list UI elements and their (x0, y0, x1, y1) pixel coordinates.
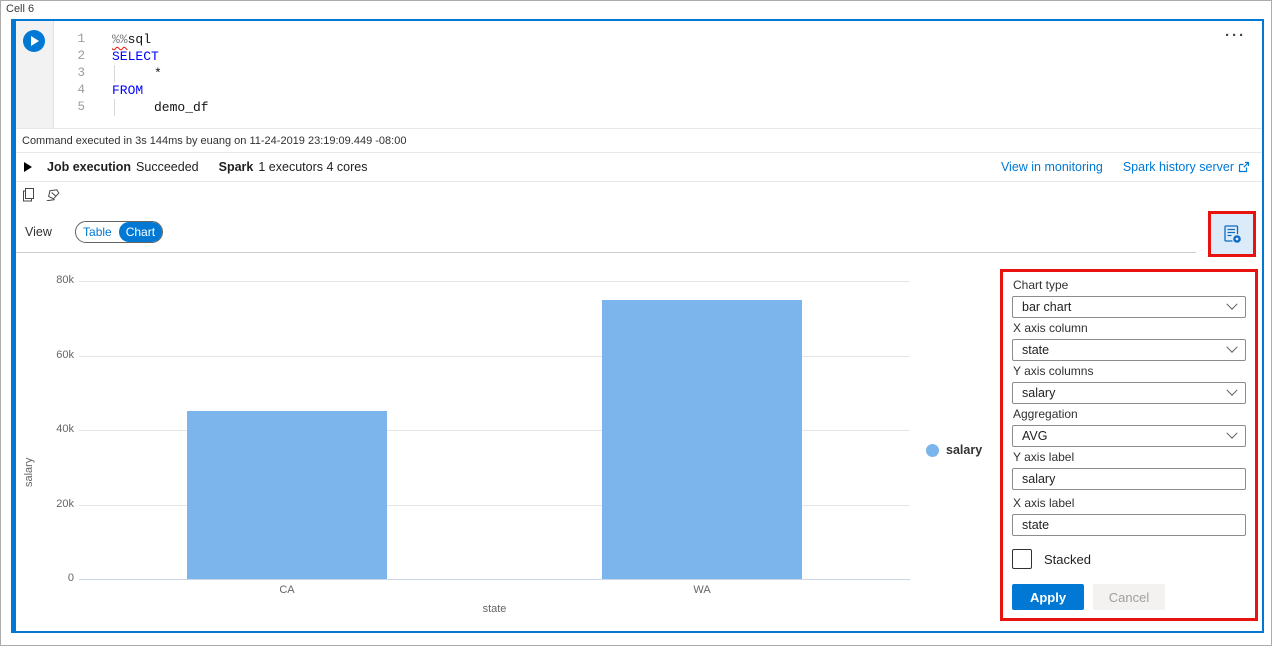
view-label: View (25, 225, 52, 239)
chart-config-panel: Chart type bar chart X axis column state Y a… (1000, 269, 1258, 621)
y-tick-label: 60k (56, 349, 74, 361)
line-numbers: 1 2 3 4 5 (55, 31, 85, 116)
gridline (79, 281, 910, 282)
from-keyword: FROM (112, 83, 144, 98)
chevron-down-icon (1226, 384, 1238, 396)
x-tick-label: CA (279, 584, 295, 596)
cell-title: Cell 6 (6, 3, 35, 15)
code-content[interactable]: %%sql SELECT * FROM demo_df (112, 31, 209, 116)
bar-CA (187, 411, 387, 579)
aggregation-select[interactable]: AVG (1012, 425, 1246, 447)
gridline (79, 505, 910, 506)
y-tick-label: 20k (56, 498, 74, 510)
y-axis-columns-select[interactable]: salary (1012, 382, 1246, 404)
spark-history-server-link[interactable]: Spark history server (1123, 160, 1250, 174)
chevron-down-icon (1226, 298, 1238, 310)
code-editor: 1 2 3 4 5 %%sql SELECT * FROM demo_df ··… (16, 21, 1262, 128)
x-axis-column-label: X axis column (1013, 321, 1088, 335)
divider (16, 128, 1262, 129)
view-in-monitoring-link[interactable]: View in monitoring (1000, 160, 1103, 174)
x-axis-column-select[interactable]: state (1012, 339, 1246, 361)
command-status: Command executed in 3s 144ms by euang on… (22, 135, 407, 147)
chart-view-tab[interactable]: Chart (118, 222, 162, 242)
clear-output-icon[interactable] (45, 188, 60, 201)
x-axis-line (79, 579, 910, 580)
y-tick-label: 0 (67, 572, 74, 584)
legend-item-salary[interactable]: salary (926, 443, 982, 457)
spark-label: Spark (218, 160, 254, 174)
line-number: 5 (77, 100, 85, 114)
selected-value: bar chart (1022, 300, 1072, 314)
select-keyword: SELECT (112, 49, 159, 64)
line-number: 3 (77, 66, 85, 80)
selected-value: AVG (1022, 429, 1048, 443)
view-toggle: Table Chart (74, 221, 163, 243)
chevron-down-icon (1226, 341, 1238, 353)
chart-plot: salary state salary 0 20k 40k 60k 80k CA WA (16, 257, 1016, 629)
apply-button[interactable]: Apply (1012, 584, 1084, 610)
job-status: Succeeded (136, 160, 199, 174)
code-line[interactable]: demo_df (112, 99, 209, 116)
selected-value: state (1022, 343, 1050, 357)
copy-output-icon[interactable] (22, 187, 35, 202)
line-number: 2 (77, 49, 85, 63)
legend-marker (926, 443, 939, 457)
aggregation-label: Aggregation (1013, 407, 1078, 421)
editor-gutter (16, 21, 54, 128)
spark-info: 1 executors 4 cores (258, 160, 368, 174)
legend-label: salary (946, 443, 983, 457)
divider (16, 252, 1196, 253)
y-tick-label: 40k (56, 423, 74, 435)
chart-settings-icon (1223, 224, 1242, 244)
table-name-token: demo_df (154, 100, 209, 115)
code-line[interactable]: FROM (112, 82, 209, 99)
job-execution-row: Job execution Succeeded Spark 1 executor… (16, 153, 1262, 181)
line-number: 4 (77, 83, 85, 97)
sql-magic-token: %% (112, 32, 128, 47)
cell-more-actions-icon[interactable]: ··· (1225, 27, 1246, 44)
notebook-cell: 1 2 3 4 5 %%sql SELECT * FROM demo_df ··… (11, 19, 1264, 633)
divider (16, 181, 1262, 182)
chevron-down-icon (1226, 427, 1238, 439)
job-execution-label: Job execution (47, 160, 132, 174)
x-axis-label-input[interactable] (1012, 514, 1246, 536)
expand-caret-icon[interactable] (24, 162, 32, 172)
stacked-label: Stacked (1044, 551, 1091, 567)
divider (16, 152, 1262, 153)
external-link-icon (1238, 161, 1250, 173)
code-line[interactable]: * (112, 65, 209, 82)
star-token: * (154, 66, 162, 81)
code-line[interactable]: %%sql (112, 31, 209, 48)
run-cell-button[interactable] (23, 30, 45, 52)
stacked-row: Stacked (1012, 549, 1246, 569)
output-toolbar (22, 182, 60, 207)
x-axis-title: state (482, 603, 507, 615)
chart-type-select[interactable]: bar chart (1012, 296, 1246, 318)
chart-type-label: Chart type (1013, 278, 1069, 292)
x-axis-label-label: X axis label (1013, 496, 1075, 510)
table-view-tab[interactable]: Table (83, 225, 112, 239)
gridline (79, 356, 910, 357)
chart-settings-button[interactable] (1208, 211, 1256, 257)
gridline (79, 430, 910, 431)
y-axis-label-input[interactable] (1012, 468, 1246, 490)
view-bar: View Table Chart (25, 218, 163, 246)
y-tick-label: 80k (56, 274, 74, 286)
bar-WA (602, 300, 802, 579)
y-axis-label-label: Y axis label (1013, 450, 1075, 464)
code-line[interactable]: SELECT (112, 48, 209, 65)
magic-lang-token: sql (127, 32, 152, 47)
selected-value: salary (1022, 386, 1056, 400)
stacked-checkbox[interactable] (1012, 549, 1032, 569)
line-number: 1 (77, 32, 85, 46)
x-tick-label: WA (693, 584, 711, 596)
y-axis-columns-label: Y axis columns (1013, 364, 1094, 378)
cancel-button[interactable]: Cancel (1093, 584, 1165, 610)
